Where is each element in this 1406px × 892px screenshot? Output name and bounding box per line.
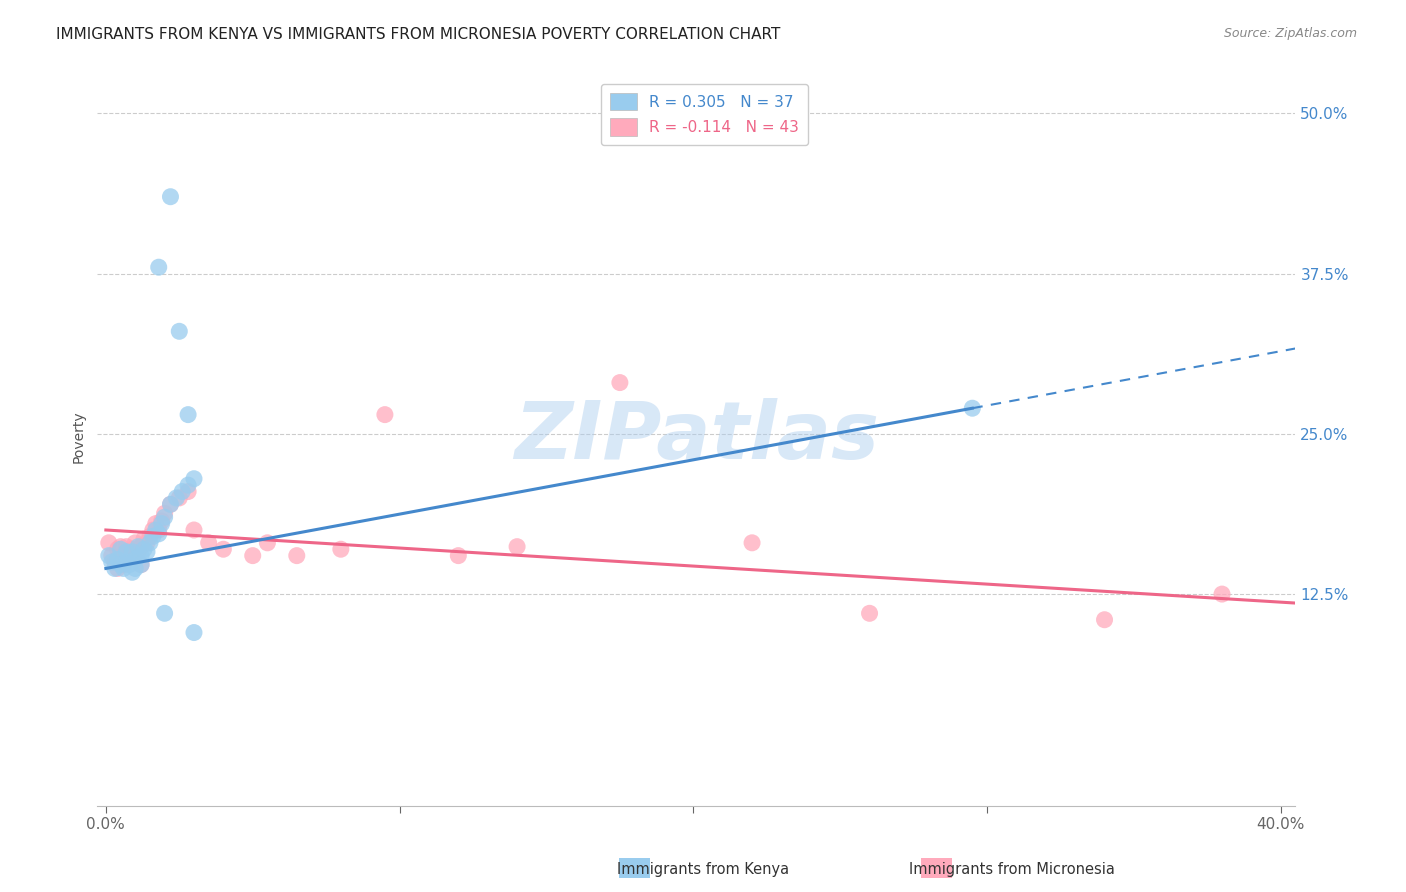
Point <box>148 260 170 275</box>
Point <box>127 545 149 559</box>
Point <box>962 401 984 416</box>
Point <box>447 549 470 563</box>
Point <box>115 545 138 559</box>
Point <box>177 478 200 492</box>
Point <box>124 549 146 563</box>
Point <box>329 542 352 557</box>
Legend: R = 0.305   N = 37, R = -0.114   N = 43: R = 0.305 N = 37, R = -0.114 N = 43 <box>600 84 808 145</box>
Point <box>129 540 152 554</box>
Point <box>118 558 141 572</box>
Point <box>129 558 152 572</box>
Text: Source: ZipAtlas.com: Source: ZipAtlas.com <box>1223 27 1357 40</box>
Point <box>197 536 219 550</box>
Text: Immigrants from Micronesia: Immigrants from Micronesia <box>910 863 1115 877</box>
Point <box>159 190 181 204</box>
Point <box>104 561 127 575</box>
Point <box>110 542 132 557</box>
Point <box>112 558 135 572</box>
Point <box>609 376 631 390</box>
Point <box>97 549 120 563</box>
Point <box>153 510 176 524</box>
Y-axis label: Poverty: Poverty <box>72 410 86 463</box>
Point <box>159 497 181 511</box>
Point <box>121 542 143 557</box>
Point <box>169 324 191 338</box>
Point <box>112 549 135 563</box>
Point <box>112 561 135 575</box>
Point <box>124 536 146 550</box>
Point <box>150 516 173 531</box>
Text: Immigrants from Kenya: Immigrants from Kenya <box>617 863 789 877</box>
Point <box>139 529 162 543</box>
Point <box>150 514 173 528</box>
Point <box>136 536 159 550</box>
Point <box>142 529 165 543</box>
Point <box>177 484 200 499</box>
Point <box>153 607 176 621</box>
Point <box>165 491 187 505</box>
Point <box>183 625 205 640</box>
Point <box>153 506 176 520</box>
Text: IMMIGRANTS FROM KENYA VS IMMIGRANTS FROM MICRONESIA POVERTY CORRELATION CHART: IMMIGRANTS FROM KENYA VS IMMIGRANTS FROM… <box>56 27 780 42</box>
Point <box>115 545 138 559</box>
Point <box>1211 587 1233 601</box>
Point <box>104 555 127 569</box>
Point <box>107 561 129 575</box>
Point <box>100 549 122 563</box>
Point <box>132 542 155 557</box>
Point <box>183 523 205 537</box>
Point <box>107 552 129 566</box>
Point <box>124 552 146 566</box>
Point <box>121 566 143 580</box>
Point <box>242 549 264 563</box>
Point <box>129 549 152 563</box>
Point <box>127 540 149 554</box>
Point <box>145 516 167 531</box>
Point <box>139 536 162 550</box>
Point <box>129 558 152 572</box>
Point <box>159 497 181 511</box>
Point <box>132 532 155 546</box>
Point <box>100 555 122 569</box>
Point <box>172 484 194 499</box>
Point <box>169 491 191 505</box>
Point <box>148 523 170 537</box>
Point <box>858 607 880 621</box>
Point <box>124 561 146 575</box>
Point <box>142 523 165 537</box>
Point <box>110 558 132 572</box>
Point <box>107 542 129 557</box>
Point <box>741 536 763 550</box>
Point <box>374 408 396 422</box>
Point <box>118 549 141 563</box>
Point <box>256 536 278 550</box>
Point <box>97 536 120 550</box>
Point <box>145 523 167 537</box>
Point <box>121 545 143 559</box>
Point <box>285 549 308 563</box>
Point <box>212 542 235 557</box>
Point <box>183 472 205 486</box>
Point <box>148 526 170 541</box>
Text: ZIPatlas: ZIPatlas <box>513 398 879 476</box>
Point <box>1094 613 1116 627</box>
Point <box>110 540 132 554</box>
Point <box>506 540 529 554</box>
Point <box>115 555 138 569</box>
Point <box>136 545 159 559</box>
Point <box>177 408 200 422</box>
Point <box>115 540 138 554</box>
